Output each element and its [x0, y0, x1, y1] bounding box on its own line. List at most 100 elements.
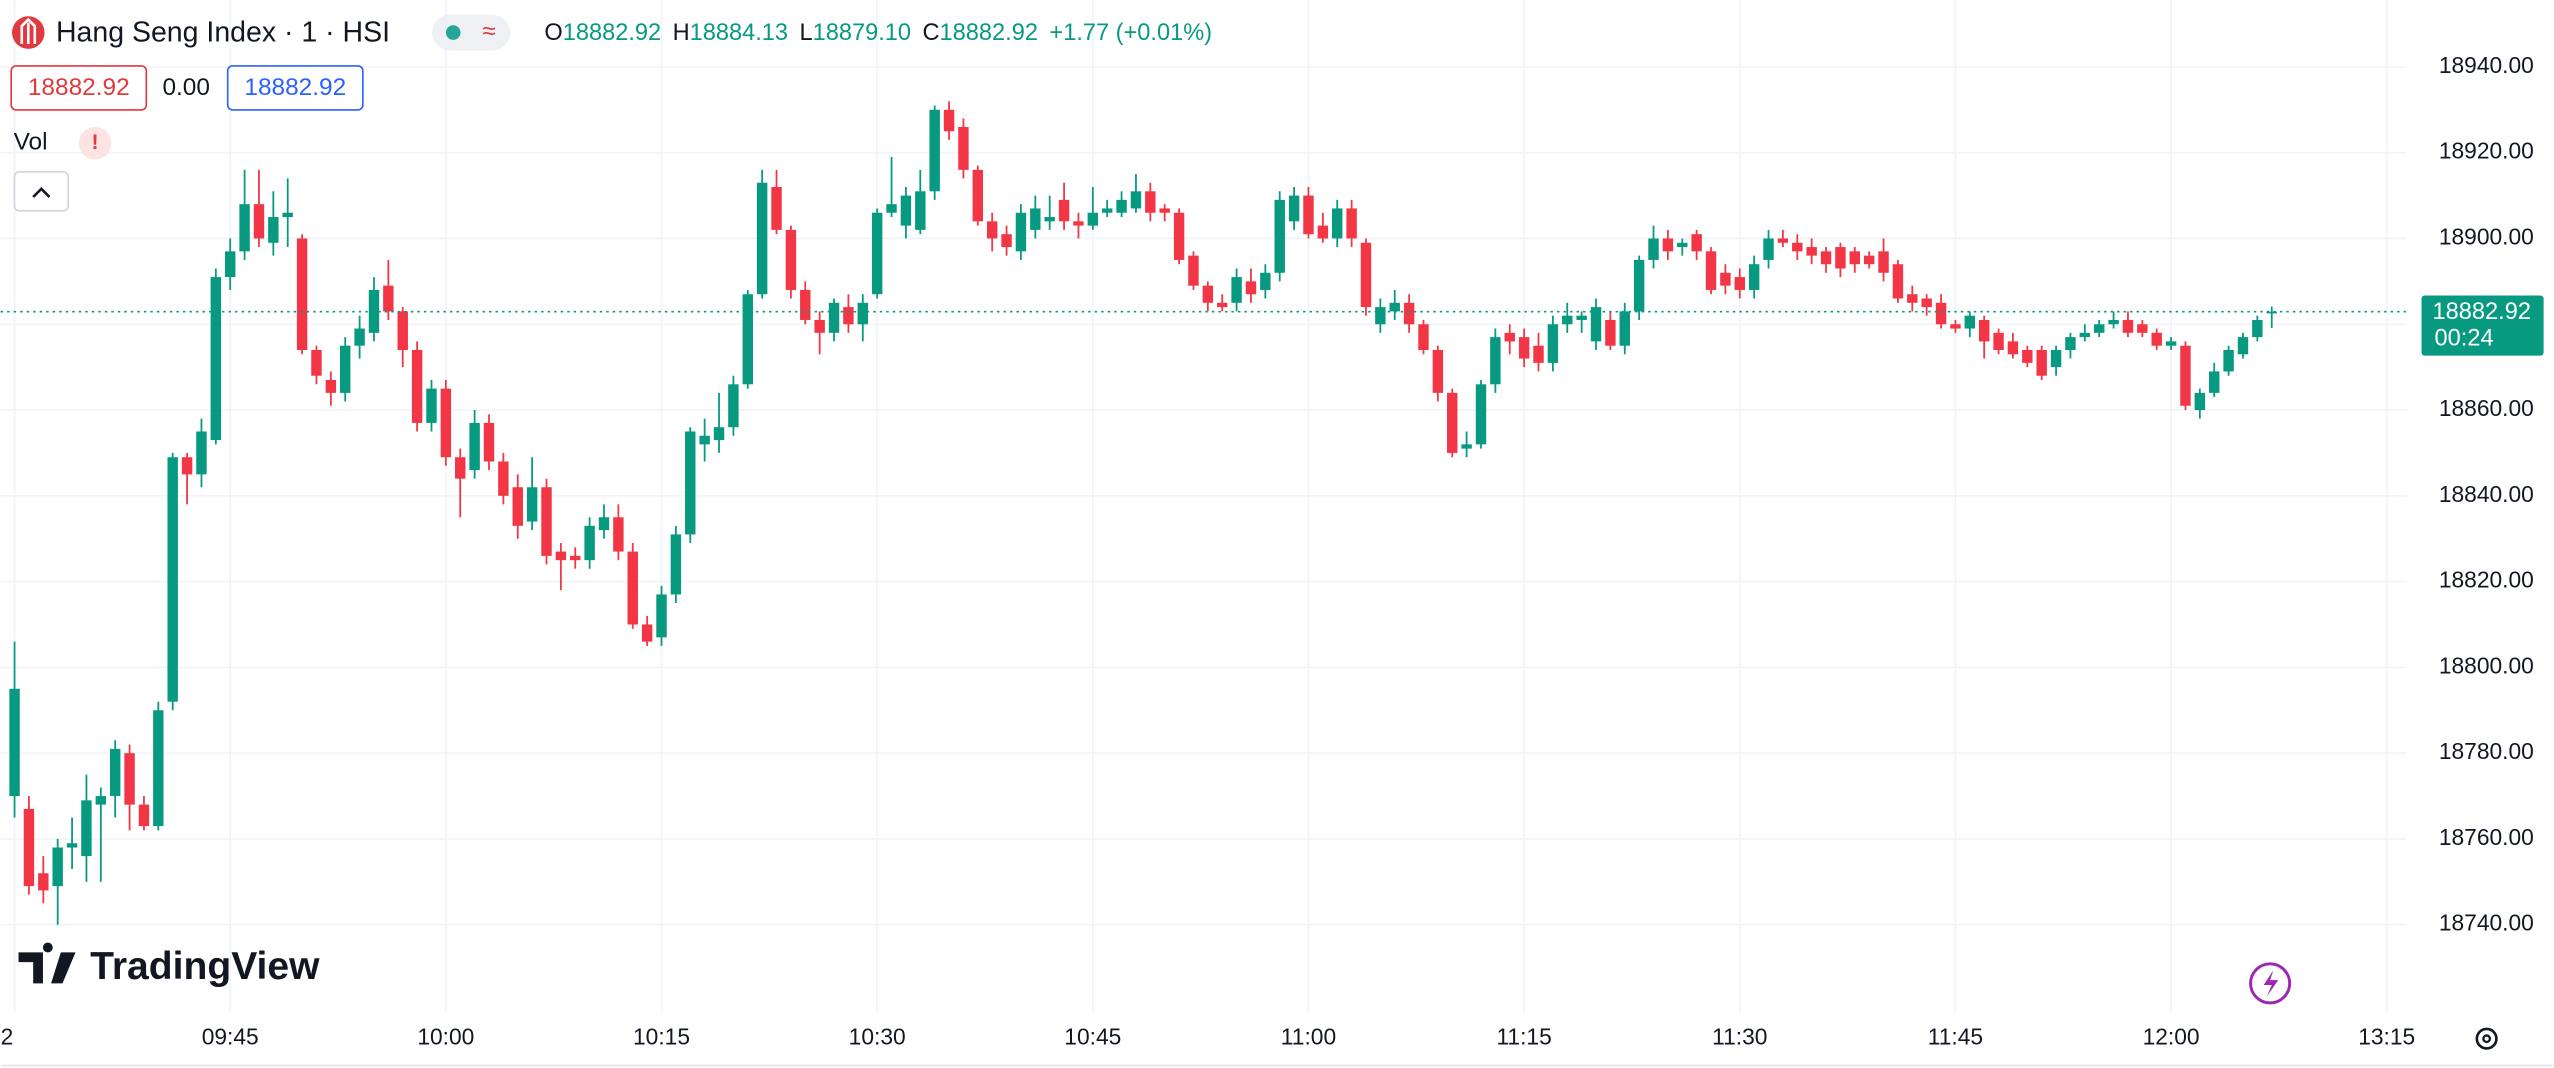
- last-price-box: [2421, 295, 2544, 356]
- candle-body: [1677, 242, 1688, 248]
- y-tick-label: 18920.00: [2439, 138, 2534, 164]
- candle-body: [2266, 311, 2277, 314]
- symbol-title[interactable]: Hang Seng Index · 1 · HSI: [56, 17, 390, 49]
- candle-body: [1648, 238, 1659, 260]
- spread: 0.00: [162, 74, 210, 101]
- ohlc-value: 18882.92: [940, 20, 1038, 46]
- brand-logo: [18, 942, 76, 984]
- y-tick-label: 18760.00: [2439, 824, 2534, 850]
- lightning-icon: [2263, 970, 2279, 997]
- alert-badge[interactable]: [78, 126, 112, 160]
- candle-body: [771, 187, 782, 230]
- candle-body: [1015, 212, 1027, 252]
- candle-body: [1533, 345, 1544, 363]
- candle-body: [138, 804, 150, 827]
- candle-body: [1705, 251, 1717, 290]
- candle-body: [728, 384, 739, 428]
- candle-body: [1217, 302, 1228, 308]
- brand-name[interactable]: TradingView: [90, 945, 320, 988]
- settings-icon: [2482, 1034, 2492, 1044]
- candle-body: [411, 349, 423, 423]
- candle-body: [440, 388, 452, 458]
- y-tick-label: 18940.00: [2439, 52, 2534, 78]
- candle-body: [1691, 234, 1702, 252]
- candle-body: [95, 796, 107, 805]
- candle-body: [1777, 238, 1789, 243]
- candle-body: [1633, 259, 1645, 312]
- candle-body: [2093, 324, 2105, 333]
- candle-body: [1001, 234, 1012, 248]
- candle-body: [512, 487, 523, 526]
- indicator-name[interactable]: Vol: [14, 129, 48, 156]
- ohlc-value: 18884.13: [690, 20, 788, 46]
- candle-body: [2209, 371, 2220, 393]
- market-status: [445, 25, 461, 40]
- candle-body: [1087, 212, 1099, 226]
- candle-body: [196, 431, 207, 475]
- candle-body: [785, 229, 797, 290]
- ohlc-value: 18882.92: [563, 20, 661, 46]
- candle-body: [2036, 349, 2047, 376]
- candle-body: [1878, 251, 1889, 273]
- candle-body: [1907, 294, 1918, 303]
- x-tick-label: 13:15: [2358, 1024, 2415, 1050]
- candle-body: [843, 307, 854, 325]
- candle-body: [1964, 315, 1976, 329]
- change: +1.77 (+0.01%): [1049, 20, 1212, 46]
- grid: [0, 0, 2407, 1013]
- candle-body: [1073, 221, 1084, 226]
- candle-body: [325, 380, 337, 393]
- candle-body: [1231, 277, 1242, 303]
- candle-body: [167, 457, 178, 702]
- candle-body: [670, 534, 682, 595]
- candle-body: [1360, 242, 1372, 308]
- candle-body: [1993, 332, 2004, 350]
- candle-body: [1504, 332, 1515, 342]
- candle-body: [1935, 302, 1947, 325]
- x-tick-label: 12:00: [2143, 1024, 2200, 1050]
- x-tick-label: 10:30: [849, 1024, 906, 1050]
- candle-body: [2151, 332, 2162, 346]
- buy-box[interactable]: [226, 65, 364, 111]
- y-tick-label: 18780.00: [2439, 738, 2534, 764]
- candle-body: [52, 847, 63, 887]
- sell-box[interactable]: [10, 65, 148, 111]
- candle-body: [426, 388, 437, 423]
- candle-body: [1116, 199, 1127, 213]
- candle-body: [526, 487, 538, 522]
- candle-body: [1518, 337, 1530, 359]
- candle-body: [1892, 264, 1904, 299]
- bid[interactable]: 18882.92: [28, 74, 130, 101]
- collapse-button[interactable]: [13, 170, 69, 212]
- candle-body: [1058, 199, 1070, 222]
- candle-body: [81, 800, 92, 857]
- candle-body: [239, 204, 250, 252]
- candle-body: [1490, 337, 1501, 385]
- status-pill[interactable]: [432, 14, 511, 51]
- candle-body: [1792, 242, 1803, 252]
- y-tick-label: 18740.00: [2439, 910, 2534, 936]
- candle-body: [1662, 238, 1674, 252]
- candle-body: [1806, 247, 1817, 256]
- candle-body: [1346, 208, 1357, 239]
- candle-body: [1547, 324, 1559, 363]
- candle-body: [584, 525, 595, 561]
- ask[interactable]: 18882.92: [244, 74, 346, 101]
- settings-button[interactable]: [2475, 1027, 2498, 1050]
- candle-body: [2065, 337, 2076, 350]
- candle-body: [9, 688, 20, 797]
- caret: [32, 187, 51, 198]
- candle-body: [2237, 337, 2249, 355]
- candle-body: [570, 555, 581, 561]
- last-price-label: 18882.92: [2433, 299, 2531, 325]
- y-tick-label: 18800.00: [2439, 652, 2534, 678]
- candle-body: [1245, 281, 1257, 295]
- candle-body: [1576, 315, 1587, 320]
- candle-body: [253, 204, 265, 239]
- candle-body: [2137, 324, 2148, 333]
- candle-body: [1332, 208, 1343, 239]
- candle-body: [1389, 302, 1400, 312]
- candle-body: [1173, 212, 1185, 260]
- candle-body: [38, 873, 49, 891]
